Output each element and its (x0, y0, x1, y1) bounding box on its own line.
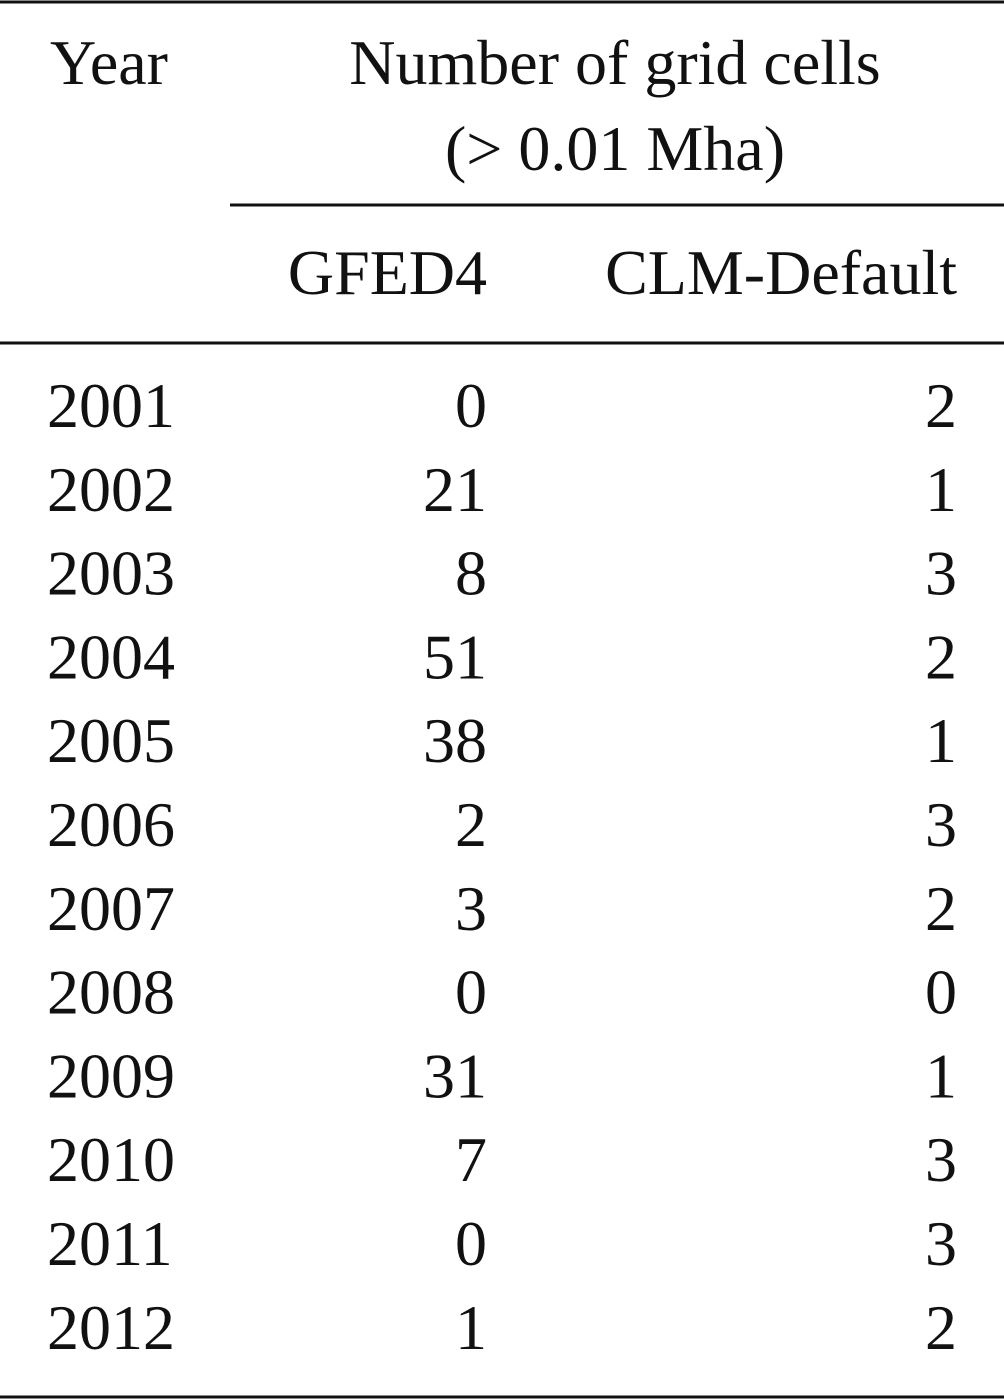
gfed4-cell: 8 (455, 538, 487, 609)
year-cell: 2009 (47, 1040, 175, 1111)
gfed4-cell: 0 (455, 370, 487, 441)
group-header: (> 0.01 Mha) (445, 113, 785, 184)
gfed4-cell: 0 (455, 1208, 487, 1279)
clm-cell: 3 (925, 1208, 957, 1279)
gfed4-cell: 21 (423, 454, 487, 525)
group-header: Number of grid cells (349, 27, 880, 98)
clm-cell: 1 (925, 1040, 957, 1111)
gfed4-cell: 31 (423, 1040, 487, 1111)
year-cell: 2003 (47, 538, 175, 609)
year-cell: 2008 (47, 957, 175, 1028)
clm-cell: 0 (925, 957, 957, 1028)
gfed4-cell: 3 (455, 873, 487, 944)
clm-cell: 1 (925, 705, 957, 776)
column-header: GFED4 (288, 237, 487, 308)
year-cell: 2005 (47, 705, 175, 776)
gfed4-cell: 7 (455, 1124, 487, 1195)
year-header: Year (50, 27, 168, 98)
clm-cell: 1 (925, 454, 957, 525)
gfed4-cell: 1 (455, 1292, 487, 1363)
gfed4-cell: 51 (423, 621, 487, 692)
year-cell: 2004 (47, 621, 175, 692)
gfed4-cell: 38 (423, 705, 487, 776)
year-cell: 2012 (47, 1292, 175, 1363)
year-cell: 2002 (47, 454, 175, 525)
year-cell: 2010 (47, 1124, 175, 1195)
clm-cell: 2 (925, 1292, 957, 1363)
clm-cell: 2 (925, 873, 957, 944)
year-cell: 2011 (47, 1208, 173, 1279)
gfed4-cell: 2 (455, 789, 487, 860)
year-cell: 2001 (47, 370, 175, 441)
year-cell: 2006 (47, 789, 175, 860)
clm-cell: 2 (925, 370, 957, 441)
clm-cell: 3 (925, 1124, 957, 1195)
year-cell: 2007 (47, 873, 175, 944)
gfed4-cell: 0 (455, 957, 487, 1028)
column-header: CLM-Default (605, 237, 957, 308)
clm-cell: 3 (925, 538, 957, 609)
clm-cell: 3 (925, 789, 957, 860)
clm-cell: 2 (925, 621, 957, 692)
